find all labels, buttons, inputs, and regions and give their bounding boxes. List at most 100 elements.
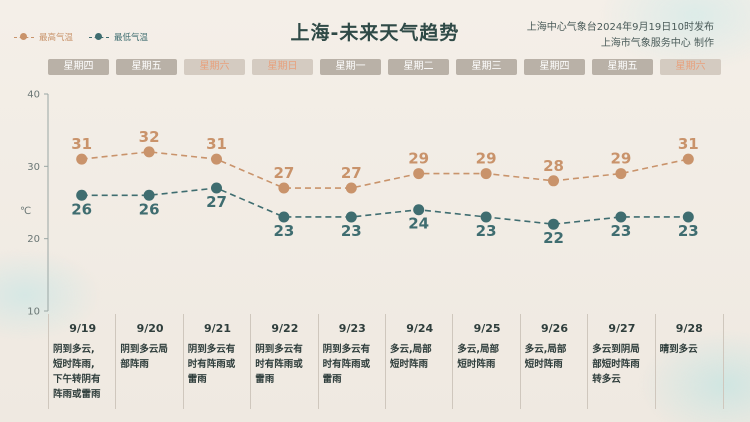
low-temp-point xyxy=(211,182,222,194)
high-temp-label: 29 xyxy=(476,150,497,168)
weekday-label: 星期四 xyxy=(524,59,585,75)
low-temp-label: 22 xyxy=(543,229,564,247)
forecast-description-line: 短时阵雨 xyxy=(524,359,563,370)
weekday-label: 星期五 xyxy=(116,59,177,75)
y-axis-label: ℃ xyxy=(20,206,31,217)
high-temp-point xyxy=(76,153,88,165)
forecast-description-line: 多云,局部 xyxy=(524,344,567,355)
high-temp-label: 27 xyxy=(273,164,294,182)
forecast-date: 9/20 xyxy=(136,322,164,335)
forecast-description-line: 阵雨或雷雨 xyxy=(53,389,101,400)
high-temp-label: 32 xyxy=(139,128,160,146)
y-tick-label: 20 xyxy=(27,234,40,245)
low-temp-label: 26 xyxy=(71,200,92,218)
legend-low: 最低气温 xyxy=(89,31,148,43)
low-temp-label: 23 xyxy=(341,222,362,240)
legend-high-label: 最高气温 xyxy=(39,33,74,43)
low-temp-point xyxy=(615,211,627,223)
low-temp-line xyxy=(81,187,689,226)
forecast-date: 9/21 xyxy=(204,322,231,335)
legend-low-swatch xyxy=(89,33,110,40)
weekday-label: 星期六 xyxy=(184,59,245,75)
low-temp-point xyxy=(345,211,357,223)
forecast-date: 9/24 xyxy=(406,322,434,335)
low-temp-label: 23 xyxy=(273,222,294,240)
forecast-description-line: 短时阵雨, xyxy=(53,359,95,370)
forecast-table: 9/19 阴到多云, 短时阵雨, 下午转阴有 阵雨或雷雨 9/20 阴到多云局 部阵雨 9/21… xyxy=(48,314,724,409)
forecast-description: 晴到多云 xyxy=(660,342,723,357)
high-temp-label: 28 xyxy=(543,157,564,175)
legend-low-label: 最低气温 xyxy=(114,33,149,43)
forecast-description-line: 多云到阴局 xyxy=(592,344,640,355)
forecast-description-line: 多云,局部 xyxy=(390,344,432,355)
high-temp-point xyxy=(345,182,357,194)
low-temp-point xyxy=(682,211,694,223)
forecast-date: 9/22 xyxy=(271,322,299,335)
forecast-column: 9/22 阴到多云有 时有阵雨或 雷雨 xyxy=(250,314,318,409)
forecast-description-line: 阴到多云, xyxy=(53,344,95,355)
forecast-description-line: 晴到多云 xyxy=(659,344,698,355)
low-temp-point xyxy=(76,189,88,201)
forecast-description: 阴到多云局 部阵雨 xyxy=(120,342,183,372)
y-tick-label: 10 xyxy=(27,307,40,318)
forecast-description-line: 时有阵雨或 xyxy=(187,359,236,370)
forecast-description: 阴到多云有 时有阵雨或 雷雨 xyxy=(255,342,318,387)
forecast-column: 9/23 阴到多云有 时有阵雨或 雷雨 xyxy=(317,314,386,409)
forecast-description-line: 阴到多云局 xyxy=(120,344,168,355)
forecast-description: 阴到多云, 短时阵雨, 下午转阴有 阵雨或雷雨 xyxy=(53,342,116,402)
high-temp-point xyxy=(211,153,222,165)
forecast-description-line: 雷雨 xyxy=(322,374,342,385)
weekday-label: 星期二 xyxy=(388,59,449,75)
low-temp-point xyxy=(413,204,425,216)
forecast-column: 9/26 多云,局部 短时阵雨 xyxy=(519,314,588,409)
weekday-label: 星期五 xyxy=(592,59,653,75)
forecast-description: 多云,局部短时阵雨 xyxy=(390,342,453,372)
weekday-label: 星期六 xyxy=(660,59,721,75)
weekday-label: 星期三 xyxy=(456,59,517,75)
forecast-description-line: 部短时阵雨 xyxy=(592,359,640,370)
high-temp-label: 31 xyxy=(71,135,92,153)
forecast-description-line: 阴到多云有 xyxy=(255,344,303,355)
low-temp-point xyxy=(480,211,492,223)
y-tick-label: 30 xyxy=(27,162,40,173)
forecast-description-line: 雷雨 xyxy=(187,374,207,385)
weekday-label: 星期日 xyxy=(252,59,313,75)
low-temp-point xyxy=(548,218,559,230)
weekday-label: 星期四 xyxy=(48,59,109,75)
high-temp-point xyxy=(548,175,559,187)
low-temp-point xyxy=(143,189,155,201)
forecast-description-line: 部阵雨 xyxy=(120,359,149,370)
high-temp-point xyxy=(682,153,694,165)
high-temp-line xyxy=(81,151,689,189)
low-temp-label: 26 xyxy=(139,200,160,218)
forecast-description-line: 短时阵雨 xyxy=(457,359,496,370)
y-tick-label: 40 xyxy=(27,90,40,101)
page-title: 上海-未来天气趋势 xyxy=(290,22,460,44)
high-temp-label: 29 xyxy=(610,150,631,168)
forecast-description-line: 阴到多云有 xyxy=(322,344,371,355)
forecast-date: 9/25 xyxy=(473,322,501,335)
source-line-2: 上海市气象服务中心 制作 xyxy=(600,38,714,49)
high-temp-point xyxy=(615,168,627,180)
low-temp-label: 23 xyxy=(678,222,699,240)
forecast-column: 9/19 阴到多云, 短时阵雨, 下午转阴有 阵雨或雷雨 xyxy=(48,314,116,409)
low-temp-point xyxy=(278,211,290,223)
weekday-label: 星期一 xyxy=(320,59,381,75)
high-temp-point xyxy=(278,182,290,194)
chart-legend: 最高气温 最低气温 xyxy=(14,31,148,43)
forecast-description: 阴到多云有 时有阵雨或 雷雨 xyxy=(323,342,386,387)
legend-high: 最高气温 xyxy=(14,31,73,43)
forecast-column: 9/25 多云,局部短时阵雨 xyxy=(452,314,520,409)
high-temp-point xyxy=(480,168,492,180)
high-temp-label: 29 xyxy=(408,150,429,168)
forecast-description: 多云,局部短时阵雨 xyxy=(525,342,588,372)
legend-high-swatch xyxy=(14,33,34,40)
forecast-column: 9/24 多云,局部短时阵雨 xyxy=(385,314,453,409)
forecast-date: 9/19 xyxy=(69,322,97,335)
low-temp-label: 23 xyxy=(476,222,497,240)
forecast-description-line: 短时阵雨 xyxy=(390,359,429,370)
forecast-description-line: 阴到多云有 xyxy=(187,344,236,355)
forecast-description-line: 多云,局部 xyxy=(457,344,499,355)
